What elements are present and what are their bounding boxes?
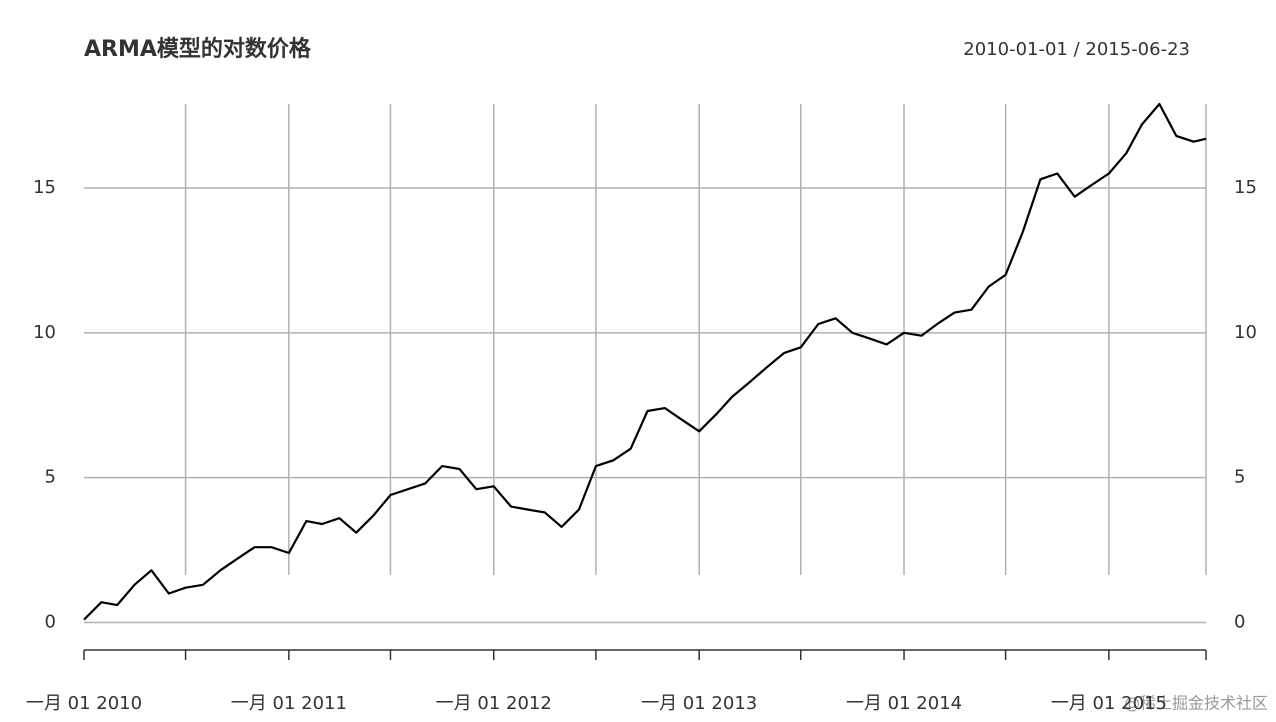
y-tick-label: 5 <box>45 467 56 488</box>
watermark: @稀土掘金技术社区 <box>1124 694 1268 713</box>
x-tick-label: 一月 01 2010 <box>26 693 142 714</box>
x-tick-label: 一月 01 2014 <box>846 693 962 714</box>
x-tick-label: 一月 01 2012 <box>436 693 552 714</box>
y-tick-label-right: 10 <box>1234 322 1257 343</box>
y-tick-label-right: 15 <box>1234 177 1257 198</box>
x-tick-label: 一月 01 2011 <box>231 693 347 714</box>
x-tick-label: 一月 01 2013 <box>641 693 757 714</box>
chart-title: ARMA模型的对数价格 <box>84 36 312 62</box>
x-tick-label: 一月 01 2015 <box>1051 693 1167 714</box>
y-tick-label: 10 <box>33 322 56 343</box>
y-tick-label-right: 5 <box>1234 467 1245 488</box>
chart-subtitle: 2010-01-01 / 2015-06-23 <box>963 39 1190 60</box>
y-tick-label-right: 0 <box>1234 611 1245 632</box>
y-tick-label: 15 <box>33 177 56 198</box>
price-line <box>83 102 1207 621</box>
y-tick-label: 0 <box>45 611 56 632</box>
